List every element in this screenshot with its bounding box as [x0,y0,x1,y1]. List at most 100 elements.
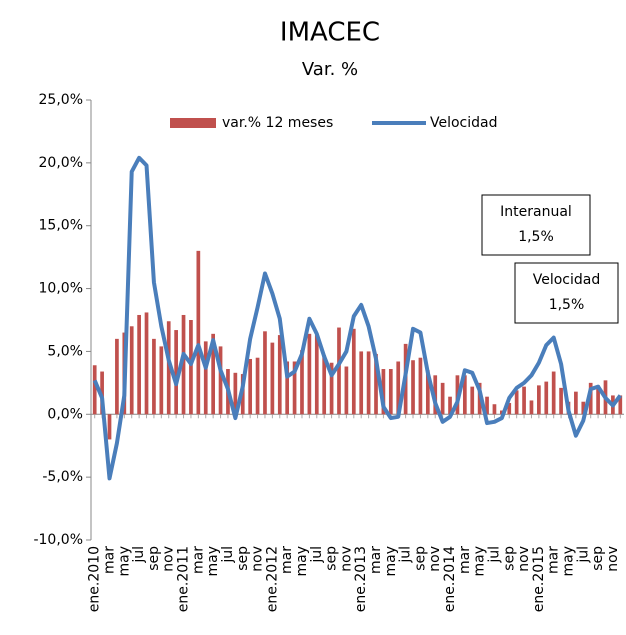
annotation-title: Velocidad [533,272,601,288]
x-tick-label: nov [605,546,621,572]
y-tick-label: 15,0% [39,218,83,234]
bar [381,369,386,415]
bar [218,346,223,415]
bar [440,382,445,415]
bar [514,390,519,415]
bar [166,321,171,415]
bar [596,385,600,415]
bar [485,396,489,415]
y-tick-label: 10,0% [39,281,83,297]
x-tick-label: sep [235,546,251,571]
x-tick-label: ene.2014 [442,546,458,612]
bar [322,355,327,415]
x-tick-label: jul [398,546,414,564]
bar [196,250,201,415]
bar [574,391,578,415]
x-tick-label: jul [131,546,147,564]
legend-label: var.% 12 meses [222,115,333,131]
chart-title: IMACEC [280,18,380,48]
bar [203,341,208,415]
x-tick-label: mar [457,546,473,574]
x-tick-label: may [205,546,221,577]
annotation-box [481,194,591,256]
y-tick-label: 5,0% [47,343,83,359]
bar [314,335,319,415]
x-tick-label: nov [338,546,354,572]
bar [277,335,282,415]
x-tick-label: ene.2010 [87,546,103,612]
y-tick-label: 0,0% [47,406,83,422]
bar [307,333,312,415]
bar [366,351,371,415]
bar [115,338,119,415]
y-tick-label: -10,0% [33,532,83,548]
x-tick-label: mar [368,546,384,574]
bar [152,338,156,415]
x-tick-label: nov [516,546,532,572]
bar [448,396,452,415]
x-tick-label: mar [102,546,118,574]
annotation-box [514,262,619,324]
bar [522,386,526,415]
bar [425,370,430,415]
bar [537,385,541,415]
bar [388,369,393,415]
y-tick-label: 25,0% [39,92,83,108]
bar [396,361,401,415]
x-tick-label: sep [412,546,428,571]
bar [263,331,267,415]
bar [107,414,112,440]
bar [618,395,623,415]
bar [285,361,290,415]
x-tick-label: mar [546,546,562,574]
bar [470,386,475,415]
x-tick-label: mar [279,546,295,574]
bar [462,375,467,415]
bar [337,327,341,415]
bar [174,330,178,415]
bar [544,381,549,415]
x-tick-label: nov [427,546,443,572]
x-tick-label: may [294,546,310,577]
x-tick-label: sep [501,546,517,571]
bar [374,353,378,415]
legend-swatch [170,118,216,128]
annotation-label: 1,5% [549,297,585,313]
x-tick-label: jul [486,546,502,564]
x-tick-label: ene.2015 [531,546,547,612]
x-tick-label: sep [590,546,606,571]
x-tick-label: may [560,546,576,577]
bar [211,333,215,415]
bar [181,314,186,415]
bar [418,357,423,415]
x-tick-label: ene.2012 [264,546,280,612]
bar [255,357,260,415]
x-tick-label: jul [220,546,236,564]
bar [329,362,334,415]
chart-subtitle: Var. % [302,59,358,80]
bar [529,400,534,415]
bar [248,358,253,415]
y-tick-label: 20,0% [39,155,83,171]
bar [129,326,134,415]
x-tick-label: may [116,546,132,577]
annotation-title: Interanual [500,204,572,220]
x-tick-label: may [472,546,488,577]
x-tick-label: sep [146,546,162,571]
bar [559,387,563,415]
x-tick-label: sep [324,546,340,571]
legend-label: Velocidad [430,115,498,131]
bar [581,401,586,415]
bar [551,371,556,415]
x-tick-label: jul [309,546,325,564]
x-tick-label: may [383,546,399,577]
bar [507,402,512,415]
bar [144,312,149,415]
line [92,155,622,481]
bar [137,314,141,415]
y-tick-label: -5,0% [42,469,83,485]
bar [189,320,193,415]
annotation-label: 1,5% [518,229,554,245]
bar [351,328,356,415]
